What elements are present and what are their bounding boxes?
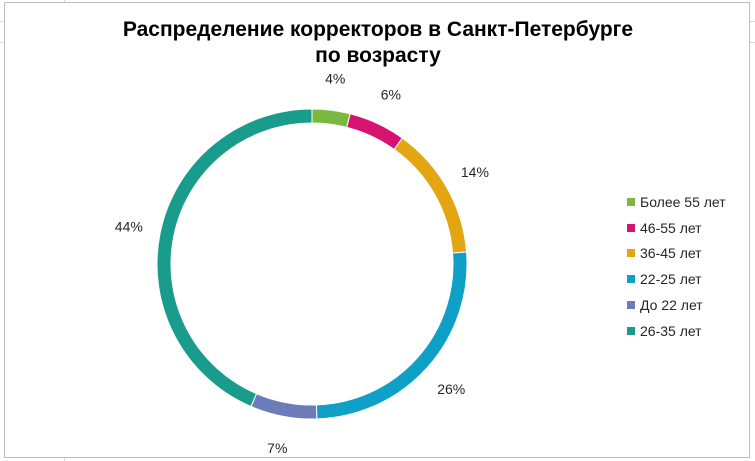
legend-swatch [627, 223, 635, 232]
chart-title-line-2: по возрасту [315, 44, 441, 67]
legend-swatch [627, 275, 635, 284]
legend-swatch [627, 301, 635, 310]
doughnut-slice-2[interactable] [393, 137, 468, 254]
legend-swatch [627, 326, 635, 335]
chart-area[interactable]: Распределение корректоров в Санкт-Петерб… [4, 2, 750, 458]
data-label-1: 6% [381, 86, 401, 102]
legend-label: До 22 лет [640, 297, 703, 314]
doughnut-slice-1[interactable] [346, 113, 404, 151]
data-label-0: 4% [325, 70, 345, 86]
legend-swatch [627, 197, 635, 206]
legend-item-5: 26-35 лет [627, 318, 726, 344]
chart-title: Распределение корректоров в Санкт-Петерб… [5, 17, 751, 69]
doughnut-slice-5[interactable] [156, 108, 313, 408]
legend-item-1: 46-55 лет [627, 215, 726, 241]
legend-label: 36-45 лет [640, 245, 702, 262]
legend-label: 46-55 лет [640, 219, 702, 236]
data-label-5: 44% [115, 218, 143, 234]
legend-swatch [627, 249, 635, 258]
doughnut-slice-4[interactable] [250, 392, 318, 420]
legend-label: 22-25 лет [640, 271, 702, 288]
doughnut-slice-0[interactable] [311, 108, 351, 128]
legend-item-0: Более 55 лет [627, 189, 726, 215]
chart-legend: Более 55 лет 46-55 лет 36-45 лет 22-25 лет Д… [627, 189, 726, 344]
doughnut-plot: 4% 6% 14% 26% 7% 44% [115, 70, 489, 456]
legend-item-4: До 22 лет [627, 292, 726, 318]
data-label-3: 26% [437, 381, 465, 397]
legend-label: 26-35 лет [640, 322, 702, 339]
data-label-4: 7% [267, 440, 287, 456]
legend-item-3: 22-25 лет [627, 266, 726, 292]
chart-title-line-1: Распределение корректоров в Санкт-Петерб… [122, 18, 634, 41]
data-label-2: 14% [461, 164, 489, 180]
legend-item-2: 36-45 лет [627, 241, 726, 267]
legend-label: Более 55 лет [640, 193, 726, 210]
